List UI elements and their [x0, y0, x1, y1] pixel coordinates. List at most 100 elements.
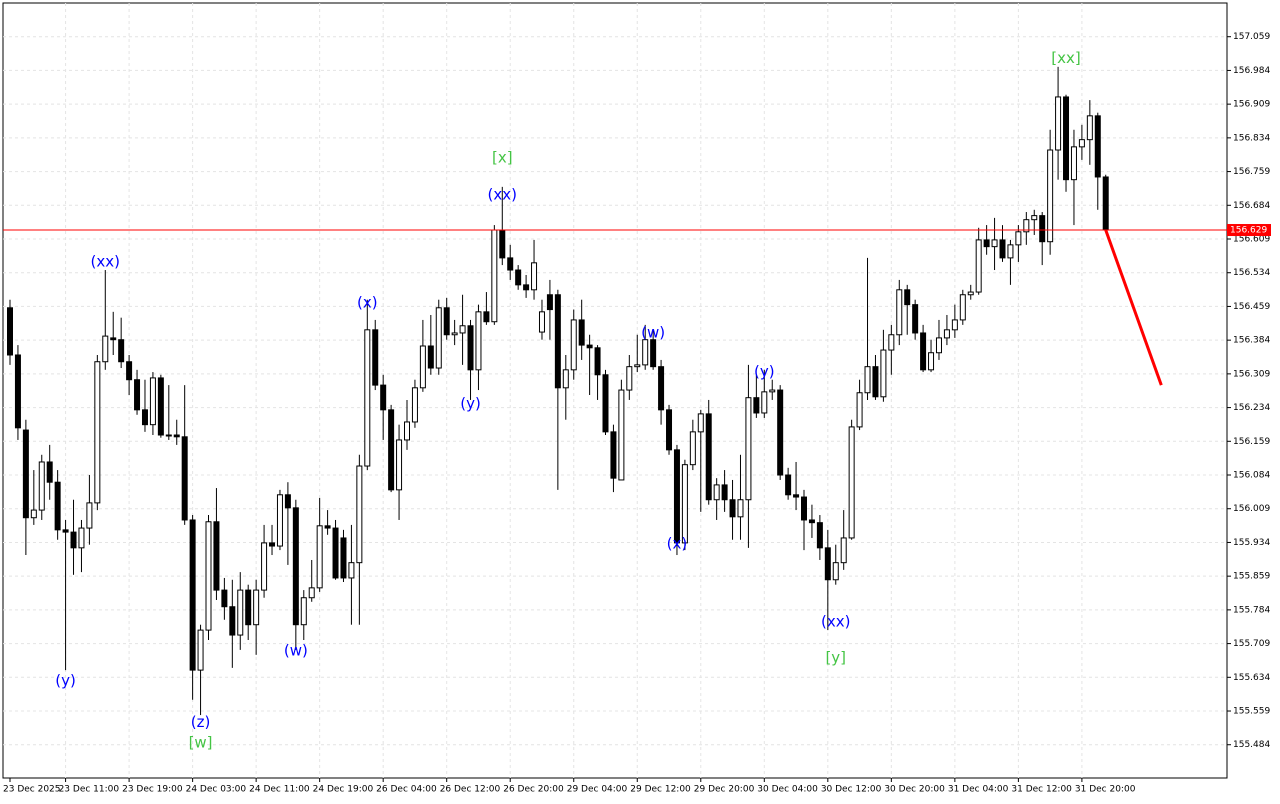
y-tick-label: 156.084	[1233, 471, 1270, 481]
candle-body	[1055, 96, 1062, 151]
y-tick-label: 155.709	[1233, 639, 1270, 649]
candle-body	[134, 379, 141, 411]
candle-body	[284, 494, 291, 509]
candle-body	[753, 397, 760, 414]
y-tick-label: 156.459	[1233, 302, 1270, 312]
candle-body	[102, 335, 109, 363]
candle-body	[94, 361, 101, 504]
candle-body	[650, 339, 657, 368]
x-tick-label: 24 Dec 03:00	[186, 785, 247, 795]
x-tick-label: 23 Dec 2025	[3, 785, 61, 795]
candle-body	[300, 597, 307, 626]
wave-label: (y)	[460, 394, 481, 412]
y-tick-label: 156.009	[1233, 504, 1270, 514]
candle-body	[126, 361, 133, 381]
candle-body	[880, 349, 887, 398]
candle-body	[261, 542, 268, 591]
wave-label: (xx)	[488, 185, 517, 203]
candle-body	[705, 413, 712, 501]
candle-body	[165, 434, 172, 437]
candle-body	[1086, 115, 1093, 141]
y-tick-label: 155.559	[1233, 707, 1270, 717]
y-tick-label: 156.984	[1233, 66, 1270, 76]
candle-body	[777, 389, 784, 476]
y-tick-label: 156.834	[1233, 133, 1270, 143]
x-tick-label: 29 Dec 12:00	[630, 785, 691, 795]
candle-body	[46, 461, 53, 483]
candle-body	[658, 366, 665, 411]
candle-body	[626, 366, 633, 391]
wave-label: [x]	[492, 149, 513, 167]
wave-label: [xx]	[1051, 49, 1080, 67]
candle-body	[951, 319, 958, 331]
candle-body	[642, 339, 649, 366]
y-tick-label: 155.784	[1233, 605, 1270, 615]
candle-body	[276, 494, 283, 547]
x-tick-label: 30 Dec 04:00	[757, 785, 818, 795]
candle-body	[118, 339, 125, 363]
x-tick-label: 31 Dec 20:00	[1075, 785, 1136, 795]
candle-body	[538, 311, 545, 333]
candle-body	[229, 606, 236, 636]
candle-body	[1070, 146, 1077, 181]
y-tick-label: 156.759	[1233, 167, 1270, 177]
wave-label: (xx)	[821, 613, 850, 631]
candle-body	[253, 589, 260, 626]
candle-body	[999, 239, 1006, 259]
candle-body	[364, 329, 371, 467]
x-tick-label: 29 Dec 20:00	[694, 785, 755, 795]
candle-body	[22, 429, 29, 519]
candle-body	[380, 384, 387, 411]
candle-body	[483, 311, 490, 323]
candle-body	[975, 239, 982, 293]
y-tick-label: 155.634	[1233, 673, 1270, 683]
candle-body	[912, 304, 919, 334]
wave-label: [y]	[825, 648, 846, 666]
candle-body	[920, 332, 927, 371]
candle-body	[959, 294, 966, 321]
candle-body	[308, 587, 315, 599]
y-tick-label: 155.934	[1233, 538, 1270, 548]
y-tick-label: 156.384	[1233, 336, 1270, 346]
candle-body	[173, 434, 180, 438]
candle-body	[666, 409, 673, 451]
candle-body	[396, 439, 403, 491]
candle-body	[570, 319, 577, 371]
x-tick-label: 24 Dec 19:00	[313, 785, 374, 795]
candle-body	[785, 474, 792, 496]
candle-body	[745, 397, 752, 501]
candle-body	[38, 461, 45, 511]
candle-body	[388, 409, 395, 491]
x-tick-label: 30 Dec 20:00	[884, 785, 945, 795]
candle-body	[888, 334, 895, 351]
candle-body	[86, 502, 93, 529]
candle-body	[610, 431, 617, 479]
y-tick-label: 156.159	[1233, 437, 1270, 447]
candle-body	[523, 284, 530, 291]
candle-body	[7, 307, 13, 356]
candle-body	[808, 519, 815, 524]
candle-body	[967, 291, 974, 296]
y-tick-label: 156.534	[1233, 268, 1270, 278]
candle-body	[1039, 215, 1046, 243]
candle-body	[245, 589, 252, 626]
candle-body	[578, 319, 585, 346]
candle-body	[864, 366, 871, 394]
candle-body	[499, 229, 506, 259]
candle-body	[411, 387, 418, 423]
candle-body	[324, 525, 331, 529]
x-tick-label: 23 Dec 19:00	[122, 785, 183, 795]
candle-body	[181, 436, 188, 521]
wave-label: (x)	[667, 534, 688, 552]
candle-body	[928, 352, 935, 371]
candle-body	[729, 499, 736, 518]
y-tick-label: 156.909	[1233, 100, 1270, 110]
current-price-label: 156.629	[1230, 226, 1267, 236]
candle-body	[991, 239, 998, 248]
candle-body	[943, 329, 950, 339]
candle-body	[840, 537, 847, 564]
x-tick-label: 29 Dec 04:00	[567, 785, 628, 795]
candle-body	[443, 307, 450, 336]
candle-body	[269, 542, 276, 547]
